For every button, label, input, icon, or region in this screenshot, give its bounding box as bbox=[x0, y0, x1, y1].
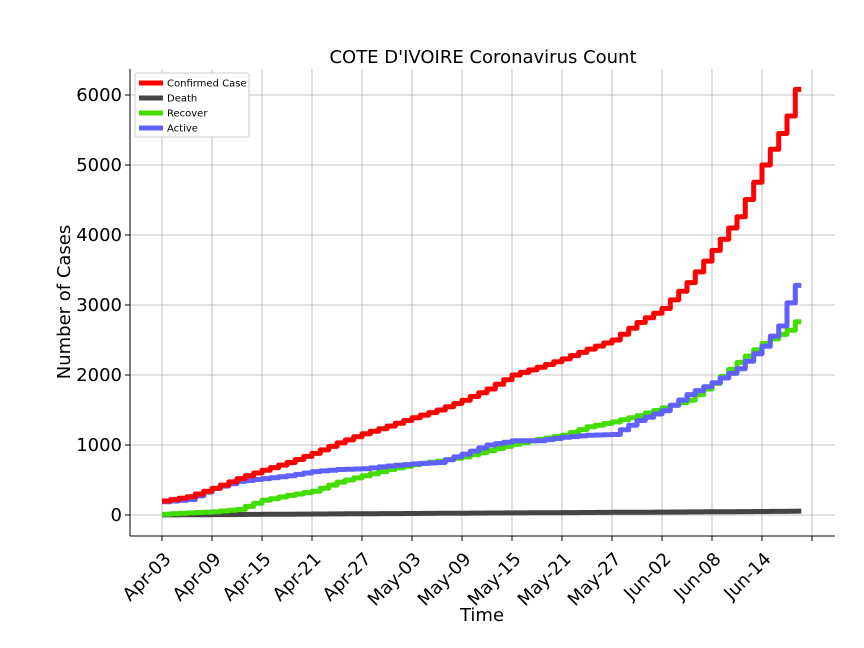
legend-label: Recover bbox=[167, 109, 208, 120]
x-tick-label: May-27 bbox=[564, 549, 626, 611]
grid bbox=[130, 69, 835, 536]
x-tick-label: Apr-15 bbox=[219, 549, 276, 606]
legend-box bbox=[134, 72, 250, 138]
x-axis-label: Time bbox=[459, 605, 504, 626]
x-tick-label: May-21 bbox=[514, 549, 576, 611]
series-line-death bbox=[162, 508, 802, 518]
y-tick-label: 3000 bbox=[76, 295, 122, 316]
y-tick-label: 4000 bbox=[76, 225, 122, 246]
x-tick-label: May-09 bbox=[414, 549, 476, 611]
x-tick-label: Apr-21 bbox=[269, 549, 326, 606]
legend-label: Confirmed Case bbox=[167, 79, 247, 90]
y-tick-label: 2000 bbox=[76, 365, 122, 386]
series-line-confirmed-case bbox=[162, 86, 802, 504]
y-tick-label: 0 bbox=[111, 505, 122, 526]
y-tick-label: 6000 bbox=[76, 85, 122, 106]
x-tick-label: Jun-02 bbox=[619, 549, 675, 605]
x-ticks: Apr-03Apr-09Apr-15Apr-21Apr-27May-03May-… bbox=[119, 536, 813, 611]
y-axis-label: Number of Cases bbox=[54, 225, 75, 380]
x-tick-label: May-03 bbox=[364, 549, 426, 611]
chart-title: COTE D'IVOIRE Coronavirus Count bbox=[329, 47, 636, 68]
y-tick-label: 1000 bbox=[76, 435, 122, 456]
series-lines bbox=[162, 86, 802, 518]
x-tick-label: May-15 bbox=[464, 549, 526, 611]
legend-label: Active bbox=[167, 124, 198, 135]
series-line-active bbox=[162, 282, 802, 505]
x-tick-label: Jun-08 bbox=[669, 549, 725, 605]
x-tick-label: Apr-03 bbox=[119, 549, 176, 606]
series-line-recover bbox=[162, 319, 802, 517]
x-tick-label: Apr-09 bbox=[169, 549, 226, 606]
x-tick-label: Jun-14 bbox=[719, 549, 775, 605]
legend-label: Death bbox=[167, 94, 197, 105]
legend: Confirmed Case Death Recover Active bbox=[134, 72, 250, 138]
y-ticks: 0 1000 2000 3000 4000 5000 6000 bbox=[76, 85, 130, 526]
y-tick-label: 5000 bbox=[76, 155, 122, 176]
